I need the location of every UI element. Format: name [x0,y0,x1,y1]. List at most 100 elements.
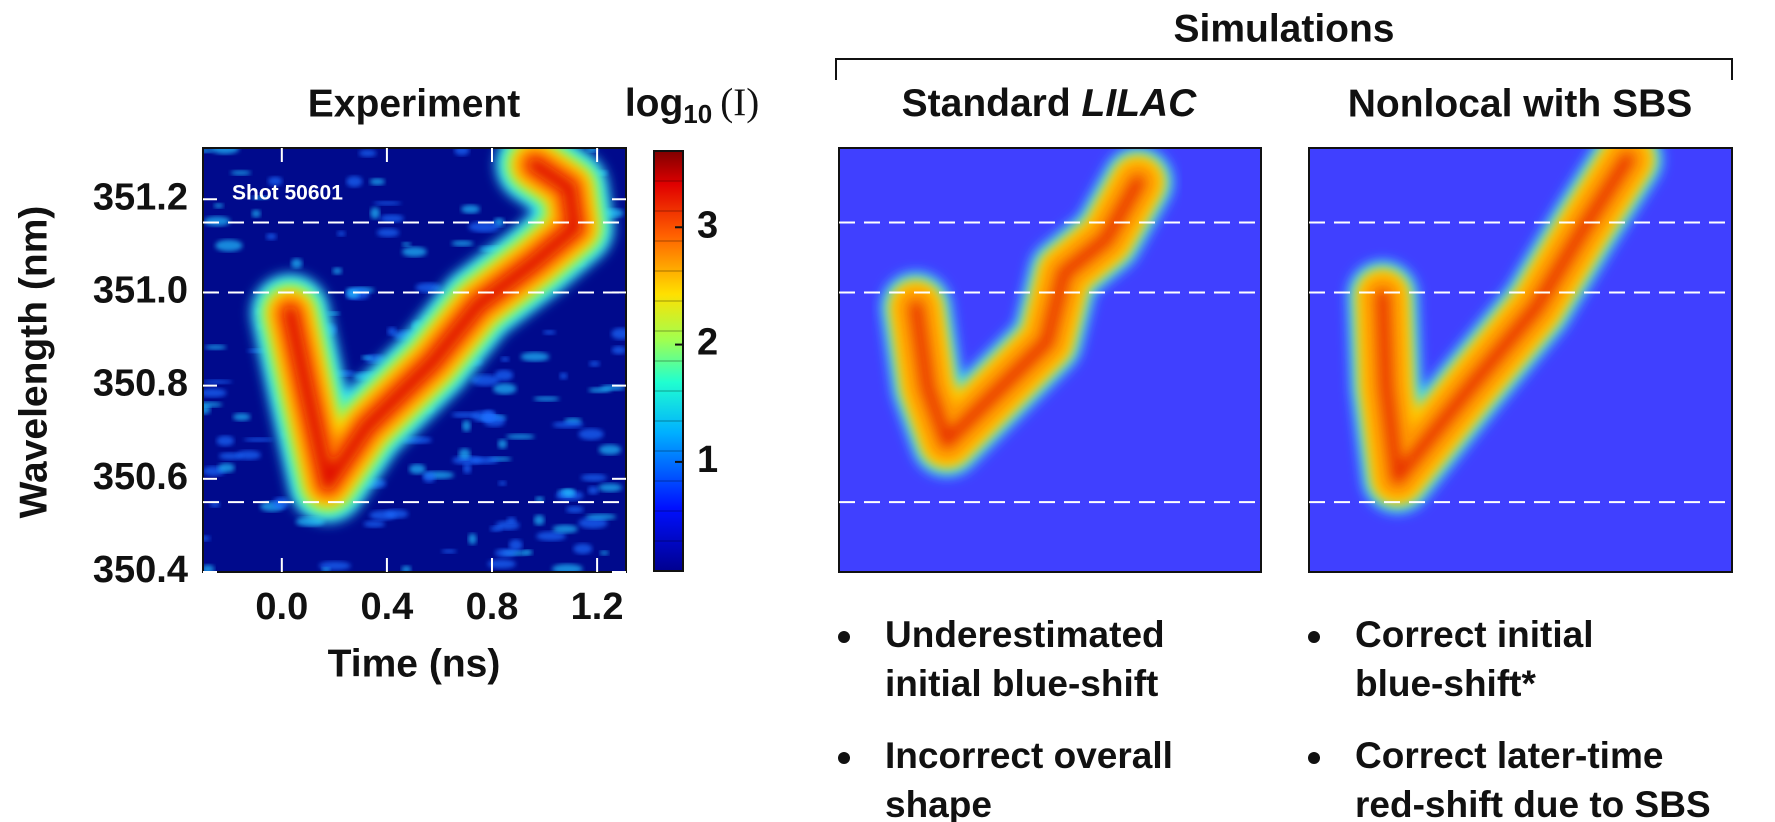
plot-frame [838,147,1262,573]
noise [203,388,227,398]
heatmap [1309,148,1732,572]
noise [369,178,385,186]
noise [332,267,343,275]
cb-arg: (I) [720,81,759,124]
y-tick-label: 350.6 [93,456,188,498]
noise [373,201,402,206]
noise [211,148,240,155]
noise [232,413,251,421]
note-text: Underestimated [885,614,1165,655]
noise [346,289,360,299]
noise [559,372,568,380]
noise [454,148,470,156]
noise [203,564,215,572]
noise [500,356,510,362]
noise [203,535,211,542]
noise [401,246,427,257]
noise [578,428,604,440]
noise [290,258,303,269]
panel-title: Standard LILAC [902,82,1198,125]
noise [203,216,231,227]
note-text: Incorrect overall [885,735,1173,776]
title-text: Standard [902,82,1071,125]
noise [535,496,545,503]
noise [401,565,412,572]
noise [451,411,480,418]
noise [498,480,507,486]
noise [611,346,626,355]
noise [336,230,346,237]
noise [493,383,517,395]
note-text: red-shift due to SBS [1355,784,1711,822]
noise [215,239,243,252]
noise [243,437,274,442]
colorbar-tick-label: 1 [697,439,718,481]
noise [599,550,609,556]
y-axis-label: Wavelength (nm) [12,206,55,519]
noise [562,488,576,498]
x-tick-label: 0.0 [255,586,308,628]
y-tick-label: 351.0 [93,269,188,311]
note-text: initial blue-shift [885,663,1158,704]
colorbar [653,150,684,572]
heatmap [203,148,626,572]
noise [358,149,377,157]
noise [203,379,233,384]
noise [588,387,612,393]
noise [267,176,283,186]
noise [376,228,400,237]
noise [236,450,261,460]
noise [589,360,600,367]
y-tick-label: 351.2 [93,176,188,218]
note-text: Correct later-time [1355,735,1663,776]
intensity-band [283,158,582,491]
noise [369,510,397,521]
noise [251,209,261,218]
noise [470,374,500,386]
noise [321,567,331,572]
intensity-band [910,176,1144,448]
note-text: shape [885,784,992,822]
noise [379,214,404,223]
noise [520,352,550,362]
noise [508,539,523,551]
noise [586,148,599,153]
noise [361,355,373,360]
noise [461,204,480,214]
noise [370,207,381,220]
noise [463,463,472,474]
noise [213,203,224,209]
noise [441,549,457,554]
note-text: blue-shift* [1355,663,1536,704]
plot-frame [1308,147,1733,573]
noise [523,549,533,556]
heatmap [839,148,1261,572]
noise [494,548,516,558]
noise [551,563,583,572]
x-tick-label: 0.4 [360,586,413,628]
cb-base: log [625,82,683,125]
intensity-band [1376,153,1634,484]
title-emphasis: LILAC [1082,82,1198,125]
panel-title: Experiment [308,82,520,125]
noise [415,282,442,293]
plot-frame [202,147,627,573]
bracket [835,58,1733,80]
noise [487,559,516,569]
x-tick-label: 1.2 [571,586,624,628]
noise [497,439,508,449]
noise [580,473,608,482]
noise [542,330,556,335]
noise [265,233,277,240]
bullet [1308,631,1320,643]
x-tick-label: 0.8 [466,586,519,628]
noise [218,462,235,473]
noise [458,448,471,460]
note-text: Correct initial [1355,614,1594,655]
noise [482,409,495,422]
noise [363,520,385,528]
noise [578,517,608,529]
noise [468,533,477,545]
noise [218,452,243,460]
noise [470,456,499,464]
